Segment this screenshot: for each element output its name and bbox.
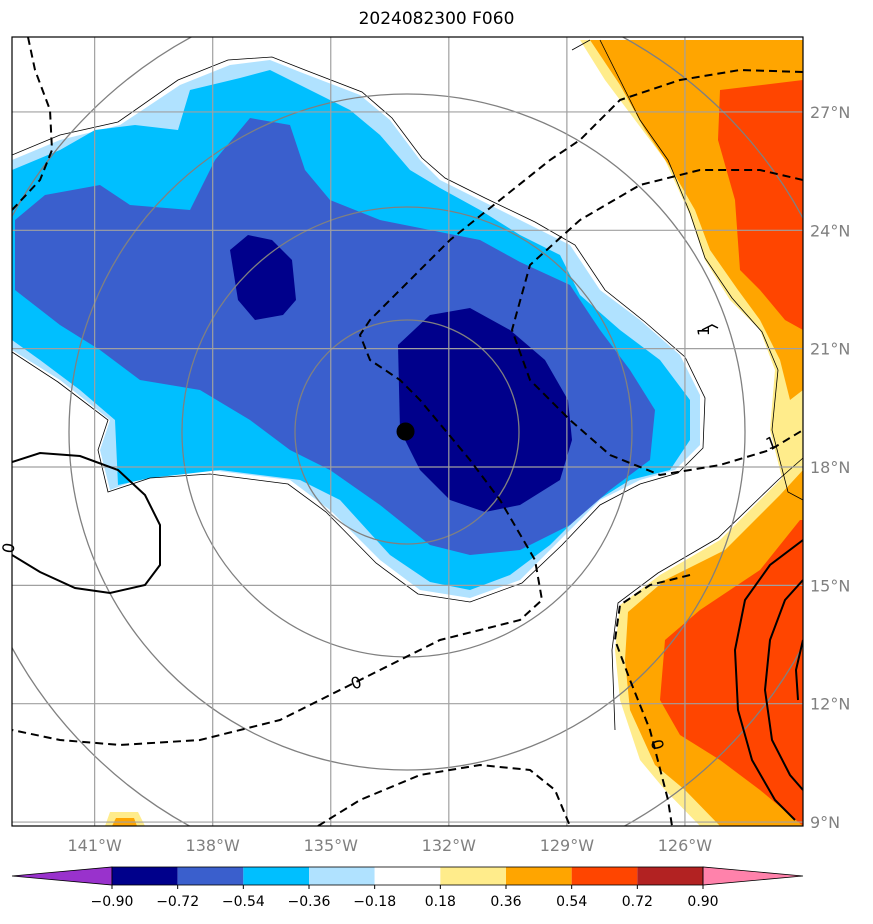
colorbar-label: −0.36 — [288, 894, 331, 910]
contour-label-zero-se: 0 — [647, 737, 668, 752]
colorbar-label: −0.18 — [353, 894, 396, 910]
colorbar-label: −0.90 — [91, 894, 134, 910]
colorbar-extend-low — [11, 866, 113, 886]
contour-solid-west — [12, 451, 161, 595]
contour-solid-se-3 — [794, 639, 803, 701]
colorbar-segment — [440, 867, 506, 885]
colorbar-label: −0.54 — [222, 894, 265, 910]
y-tick-label: 18°N — [810, 458, 850, 477]
contour-lines — [12, 37, 803, 826]
colorbar-segment — [571, 867, 638, 885]
fill-negative-strong-west — [230, 235, 296, 320]
contour-dashed-east — [510, 169, 803, 477]
storm-center-marker — [396, 422, 415, 441]
outline-positive-se — [611, 457, 803, 731]
contour-dashed-south — [317, 763, 571, 826]
y-tick-label: 12°N — [810, 695, 850, 714]
colorbar-segment — [309, 867, 375, 885]
contour-dashed-west — [12, 37, 54, 211]
x-tick-label: 135°W — [304, 836, 359, 855]
colorbar-segment — [506, 867, 572, 885]
x-tick-label: 129°W — [540, 836, 595, 855]
colorbar-frame — [111, 866, 704, 886]
colorbar-extend-high — [702, 866, 804, 886]
contour-solid-se-2 — [763, 579, 803, 791]
fill-negative-strong-center — [398, 308, 572, 512]
x-tick-label: 132°W — [422, 836, 477, 855]
contour-label-zero-west: 0 — [0, 541, 19, 554]
x-tick-label: 126°W — [658, 836, 713, 855]
colorbar-segment — [112, 867, 178, 885]
x-tick-label: 138°W — [186, 836, 241, 855]
y-tick-label: 27°N — [810, 103, 850, 122]
contour-solid-small — [701, 324, 719, 331]
y-axis-ticks: 9°N 12°N 15°N 18°N 21°N 24°N 27°N — [810, 103, 850, 832]
contour-label-zero-main: 0 — [348, 672, 364, 693]
y-tick-label: 24°N — [810, 221, 850, 240]
colorbar-segment — [177, 867, 244, 885]
colorbar-label: −0.72 — [156, 894, 199, 910]
filled-contours — [12, 40, 803, 826]
fill-positive-se-strong — [660, 520, 803, 826]
colorbar-segment — [374, 867, 441, 885]
colorbar-label: 0.90 — [687, 894, 718, 910]
outline-negative — [12, 56, 706, 603]
colorbar-label: 0.36 — [490, 894, 521, 910]
contour-dashed-se — [613, 574, 691, 826]
colorbar-label: 0.72 — [622, 894, 653, 910]
range-ring-1 — [294, 319, 520, 545]
plot-frame — [11, 36, 804, 827]
x-axis-ticks: 141°W 138°W 135°W 132°W 129°W 126°W — [67, 836, 712, 855]
y-tick-label: 9°N — [810, 813, 840, 832]
fill-positive-ne-strong — [718, 80, 803, 330]
y-tick-label: 21°N — [810, 340, 850, 359]
chart-title: 2024082300 F060 — [358, 9, 515, 29]
colorbar-segment — [637, 867, 703, 885]
contour-dashed-main — [12, 68, 803, 747]
range-ring-3 — [68, 93, 746, 771]
y-tick-label: 15°N — [810, 576, 850, 595]
outline-positive-ne — [571, 39, 803, 501]
contour-label-one-small: 1 — [694, 326, 713, 336]
x-tick-label: 141°W — [67, 836, 122, 855]
contour-solid-se-1 — [733, 539, 803, 821]
colorbar: −0.90 −0.72 −0.54 −0.36 −0.18 0.18 0.36 0.54 0.7… — [11, 866, 804, 910]
colorbar-segment — [243, 867, 309, 885]
colorbar-label: 0.54 — [556, 894, 587, 910]
fill-outlines — [12, 39, 803, 731]
colorbar-label: 0.18 — [425, 894, 456, 910]
